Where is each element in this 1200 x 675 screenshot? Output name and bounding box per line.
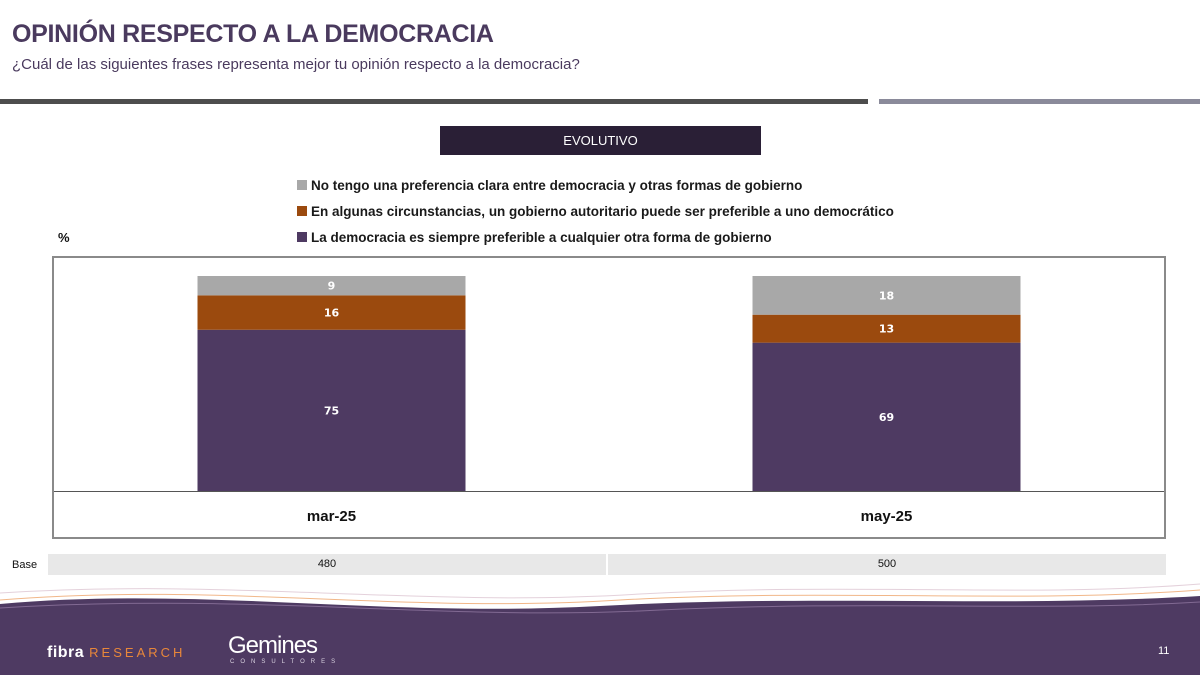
bar-segment bbox=[197, 276, 466, 296]
bar-segment bbox=[752, 276, 1021, 315]
page-title: OPINIÓN RESPECTO A LA DEMOCRACIA bbox=[12, 20, 494, 48]
base-value-mar: 480 bbox=[48, 554, 606, 575]
base-value-may: 500 bbox=[608, 554, 1166, 575]
legend-swatch bbox=[297, 180, 307, 190]
legend-item: En algunas circunstancias, un gobierno a… bbox=[297, 198, 894, 224]
fibra-research-logo: fibra RESEARCH bbox=[47, 644, 186, 661]
chart-frame: 75 16 9 mar-25 69 13 18 may-25 bbox=[52, 256, 1166, 539]
bar-segment bbox=[197, 329, 466, 491]
bar-segment bbox=[752, 342, 1021, 491]
x-tick-label: may-25 bbox=[861, 508, 913, 525]
bar-segment bbox=[197, 295, 466, 330]
header-rule-dark bbox=[0, 99, 868, 104]
legend-label: La democracia es siempre preferible a cu… bbox=[311, 229, 772, 245]
data-label: 16 bbox=[324, 307, 340, 320]
data-label: 69 bbox=[879, 411, 894, 424]
page-number: 11 bbox=[1158, 645, 1170, 657]
gemines-logo-subtitle: CONSULTORES bbox=[230, 659, 342, 665]
data-label: 75 bbox=[324, 404, 339, 417]
legend-label: No tengo una preferencia clara entre dem… bbox=[311, 177, 803, 193]
stacked-bar-chart: 75 16 9 mar-25 69 13 18 may-25 bbox=[54, 276, 1164, 525]
data-label: 18 bbox=[879, 289, 894, 302]
gemines-logo: Gemines bbox=[228, 632, 318, 659]
base-label: Base bbox=[12, 559, 38, 571]
unit-label: % bbox=[58, 230, 70, 245]
x-tick-label: mar-25 bbox=[307, 508, 356, 525]
legend-swatch bbox=[297, 206, 307, 216]
legend-swatch bbox=[297, 232, 307, 242]
page-subtitle: ¿Cuál de las siguientes frases represent… bbox=[12, 56, 580, 73]
data-label: 9 bbox=[328, 280, 336, 293]
chart-legend: No tengo una preferencia clara entre dem… bbox=[297, 172, 894, 250]
footer-band bbox=[0, 583, 1200, 675]
legend-item: La democracia es siempre preferible a cu… bbox=[297, 224, 894, 250]
data-label: 13 bbox=[879, 323, 894, 336]
bar-segment bbox=[752, 314, 1021, 343]
legend-label: En algunas circunstancias, un gobierno a… bbox=[311, 203, 894, 219]
header-rule-light bbox=[879, 99, 1200, 104]
section-badge: EVOLUTIVO bbox=[440, 126, 761, 155]
legend-item: No tengo una preferencia clara entre dem… bbox=[297, 172, 894, 198]
